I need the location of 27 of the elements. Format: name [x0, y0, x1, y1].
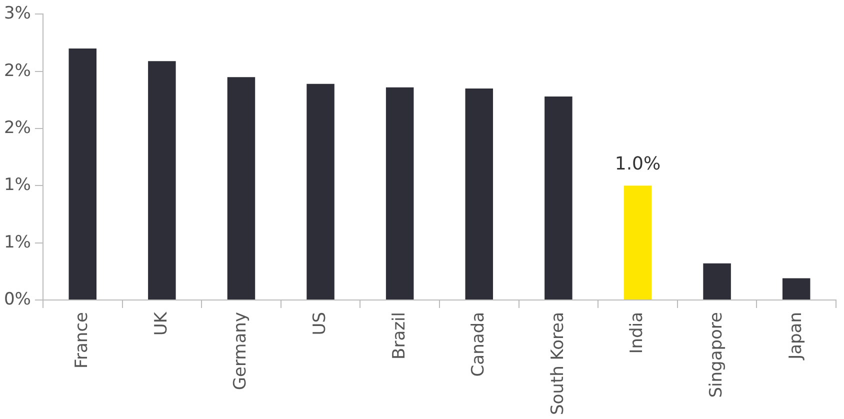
x-tick-label: Brazil — [389, 312, 410, 360]
y-tick-label: 0% — [4, 289, 31, 310]
bar — [465, 88, 494, 300]
y-tick-label: 3% — [4, 4, 31, 24]
bar — [148, 61, 176, 300]
x-tick-label: UK — [151, 311, 172, 336]
y-tick-label: 1% — [4, 232, 31, 252]
x-tick-label: Japan — [786, 312, 806, 360]
x-tick-label: South Korea — [548, 312, 568, 416]
bar — [68, 48, 96, 300]
bar — [544, 96, 572, 300]
bar — [386, 87, 414, 300]
bar — [227, 77, 256, 300]
bar — [703, 263, 731, 300]
bar — [782, 278, 810, 300]
bar — [624, 186, 652, 300]
y-tick-label: 2% — [4, 60, 31, 81]
y-tick-label: 1% — [4, 175, 31, 196]
x-tick-label: Singapore — [706, 312, 726, 398]
x-tick-label: India — [627, 312, 648, 354]
bar — [306, 84, 334, 300]
x-tick-label: US — [310, 312, 330, 336]
y-tick-label: 2% — [4, 118, 31, 138]
x-tick-label: Germany — [230, 312, 251, 390]
data-label: 1.0% — [614, 153, 661, 174]
x-tick-label: France — [72, 312, 92, 369]
x-tick-label: Canada — [468, 312, 489, 377]
